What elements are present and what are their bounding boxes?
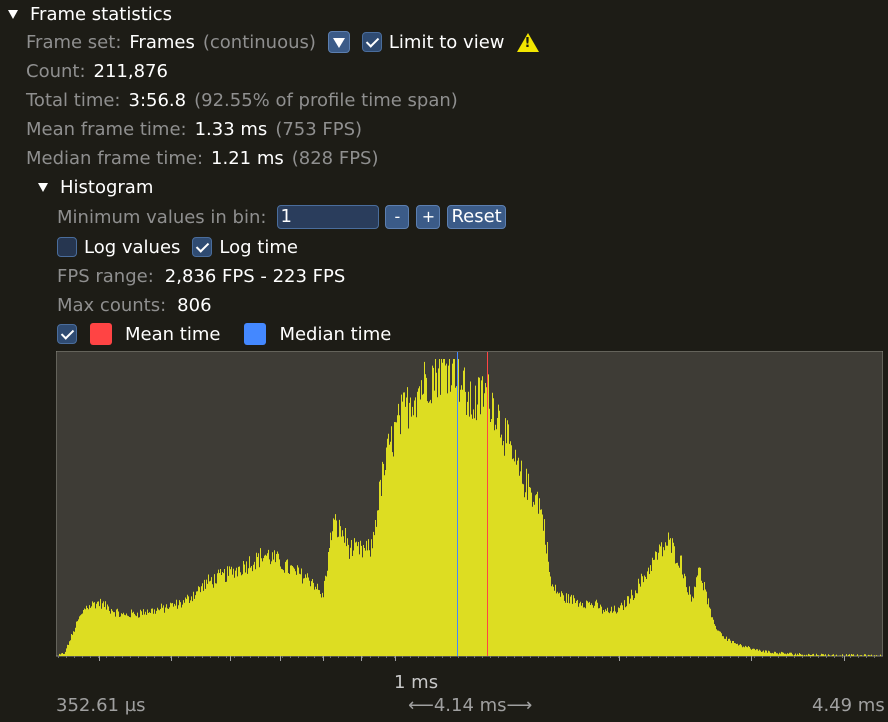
axis-span: ⟵4.14 ms⟶ [408,695,532,716]
axis-span-label: 4.14 ms [433,695,507,716]
max-counts-label: Max counts: [57,294,167,316]
log-time-checkbox[interactable] [192,237,213,257]
log-values-label[interactable]: Log values [84,236,181,258]
limit-to-view-checkbox[interactable] [361,32,382,52]
decrement-button[interactable]: - [385,205,410,229]
count-value: 211,876 [93,60,168,82]
arrow-left-icon: ⟵ [408,695,434,716]
median-frame-time-row: Median frame time: 1.21 ms (828 FPS) [26,145,379,171]
total-time-label: Total time: [26,89,121,111]
increment-button[interactable]: + [416,205,441,229]
min-values-input[interactable]: 1 [277,205,380,229]
total-time-value: 3:56.8 [128,89,187,111]
mean-time-label: Mean time [125,323,221,345]
reset-button[interactable]: Reset [447,205,506,229]
fps-range-value: 2,836 FPS - 223 FPS [164,265,346,287]
median-frame-time-label: Median frame time: [26,147,204,169]
arrow-right-icon: ⟶ [506,695,533,716]
count-row: Count: 211,876 [26,58,168,84]
median-time-label: Median time [279,323,392,345]
frame-set-row: Frame set: Frames (continuous) Limit to … [26,29,539,55]
median-time-swatch [244,323,267,345]
histogram-header[interactable]: Histogram [38,174,153,200]
min-values-label: Minimum values in bin: [57,206,267,228]
max-counts-value: 806 [177,294,212,316]
frame-set-value: Frames [129,31,195,53]
limit-to-view-label[interactable]: Limit to view [388,31,505,53]
mean-time-swatch [90,323,112,345]
mean-frame-time-label: Mean frame time: [26,118,187,140]
fps-range-label: FPS range: [57,265,154,287]
legend-row: Mean time Median time [57,321,391,347]
axis-max-label: 4.49 ms [812,695,885,716]
collapse-triangle-icon[interactable] [38,182,48,192]
axis-min-label: 352.61 µs [56,695,146,716]
histogram-title: Histogram [60,176,154,198]
warning-icon: ! [516,32,539,52]
collapse-triangle-icon[interactable] [8,9,18,19]
mean-fps-note: (753 FPS) [275,118,363,140]
frame-set-dropdown-button[interactable] [327,31,350,53]
frame-statistics-title: Frame statistics [30,3,173,25]
frame-set-mode: (continuous) [202,31,316,53]
count-label: Count: [26,60,86,82]
min-values-row: Minimum values in bin: 1 - + Reset [57,204,513,230]
histogram-markers [457,352,488,656]
frame-time-histogram[interactable] [56,351,883,661]
median-fps-note: (828 FPS) [291,147,379,169]
log-options-row: Log values Log time [57,234,298,260]
fps-range-row: FPS range: 2,836 FPS - 223 FPS [57,263,345,289]
log-values-checkbox[interactable] [57,237,77,257]
total-time-note: (92.55% of profile time span) [194,89,458,111]
frame-set-label: Frame set: [26,31,122,53]
histogram-bars [58,359,881,656]
log-time-label[interactable]: Log time [219,236,298,258]
mean-frame-time-value: 1.33 ms [194,118,268,140]
total-time-row: Total time: 3:56.8 (92.55% of profile ti… [26,87,458,113]
mean-frame-time-row: Mean frame time: 1.33 ms (753 FPS) [26,116,362,142]
median-frame-time-value: 1.21 ms [211,147,284,169]
axis-ticks [58,656,875,661]
max-counts-row: Max counts: 806 [57,292,212,318]
histogram-bar-fill [58,359,881,656]
axis-1ms-label: 1 ms [394,672,439,693]
show-markers-checkbox[interactable] [57,324,77,344]
frame-statistics-header[interactable]: Frame statistics [8,1,172,27]
